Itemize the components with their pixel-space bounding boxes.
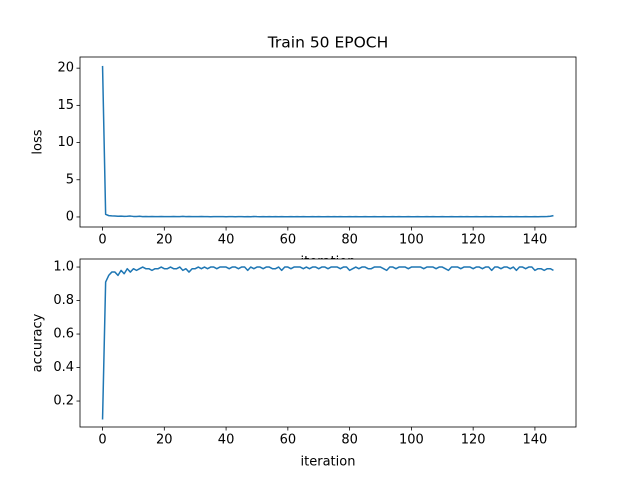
x-tick-label: 80 bbox=[341, 433, 358, 448]
y-tick-label: 20 bbox=[57, 61, 74, 76]
y-tick-label: 10 bbox=[57, 135, 74, 150]
x-axis-label: iteration bbox=[301, 455, 356, 470]
x-tick-label: 120 bbox=[461, 233, 486, 248]
x-tick-label: 60 bbox=[280, 433, 297, 448]
y-tick-label: 5 bbox=[66, 172, 74, 187]
x-tick-label: 40 bbox=[218, 233, 235, 248]
y-tick-label: 15 bbox=[57, 98, 74, 113]
y-tick-label: 0.8 bbox=[53, 293, 74, 308]
x-tick-label: 100 bbox=[399, 233, 424, 248]
x-tick-label: 100 bbox=[399, 433, 424, 448]
x-tick-label: 120 bbox=[461, 433, 486, 448]
x-tick-label: 140 bbox=[523, 233, 548, 248]
x-tick-label: 0 bbox=[98, 233, 106, 248]
axes-background bbox=[80, 57, 576, 227]
axes-frame bbox=[79, 56, 577, 228]
y-tick-label: 0.2 bbox=[53, 394, 74, 409]
x-tick-label: 20 bbox=[156, 433, 173, 448]
x-tick-label: 40 bbox=[218, 433, 235, 448]
axes-frame bbox=[79, 258, 577, 428]
y-tick-label: 0.4 bbox=[53, 360, 74, 375]
x-tick-label: 80 bbox=[341, 233, 358, 248]
y-axis-label: accuracy bbox=[31, 313, 46, 372]
x-tick-label: 140 bbox=[523, 433, 548, 448]
y-axis-label: loss bbox=[31, 129, 46, 154]
y-tick-label: 0.6 bbox=[53, 327, 74, 342]
chart-title: Train 50 EPOCH bbox=[267, 34, 389, 52]
x-tick-label: 60 bbox=[280, 233, 297, 248]
data-line bbox=[101, 65, 554, 218]
data-line bbox=[101, 266, 554, 420]
y-tick-label: 0 bbox=[66, 209, 74, 224]
y-tick-label: 1.0 bbox=[53, 260, 74, 275]
axes-background bbox=[80, 259, 576, 427]
x-tick-label: 20 bbox=[156, 233, 173, 248]
x-tick-label: 0 bbox=[98, 433, 106, 448]
